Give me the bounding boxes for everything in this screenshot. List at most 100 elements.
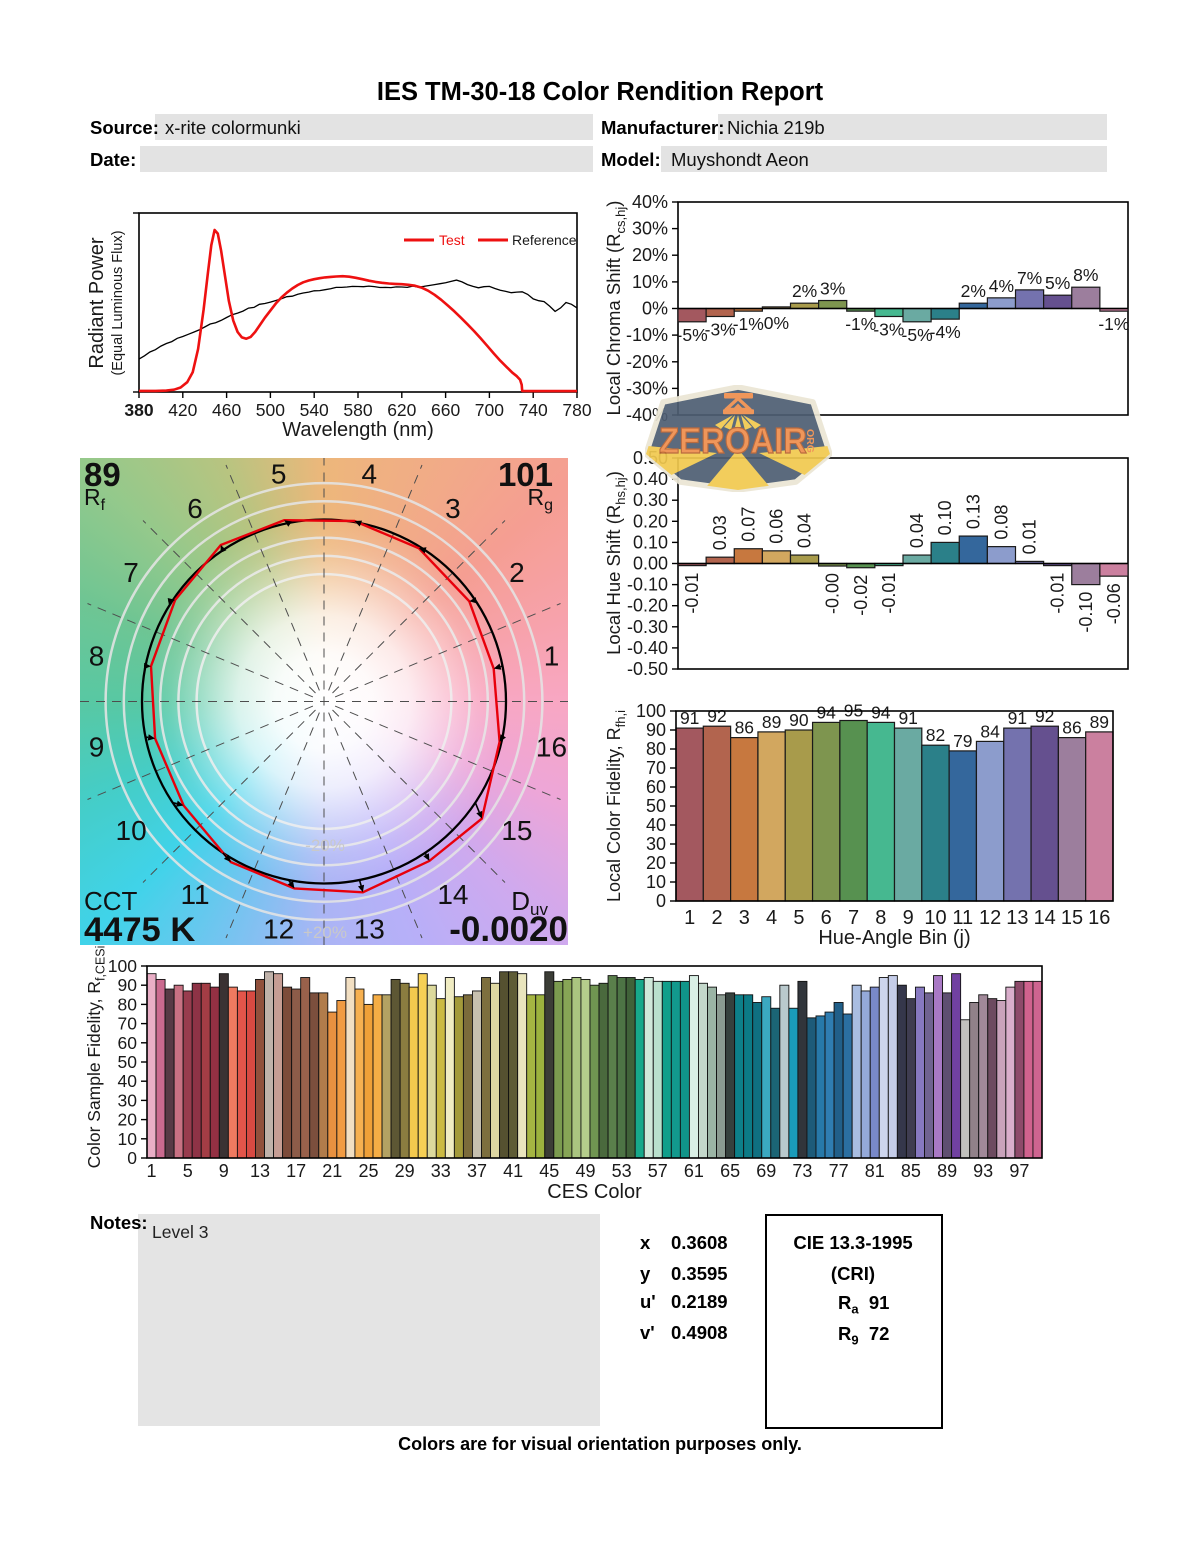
svg-text:2: 2 [711, 907, 722, 929]
svg-text:2%: 2% [792, 281, 817, 301]
svg-text:0.07: 0.07 [738, 507, 758, 542]
svg-text:Wavelength (nm): Wavelength (nm) [282, 419, 434, 441]
svg-text:40: 40 [646, 815, 666, 835]
svg-text:25: 25 [358, 1161, 378, 1181]
svg-text:16: 16 [536, 731, 567, 762]
svg-text:85: 85 [901, 1161, 921, 1181]
svg-text:-0.30: -0.30 [627, 617, 668, 637]
svg-text:7: 7 [848, 907, 859, 929]
svg-text:Test: Test [439, 232, 465, 248]
svg-text:-0.06: -0.06 [1104, 583, 1124, 624]
svg-text:80: 80 [118, 994, 138, 1014]
svg-text:2: 2 [509, 557, 525, 588]
svg-text:90: 90 [789, 710, 809, 730]
svg-text:5: 5 [183, 1161, 193, 1181]
svg-text:Reference: Reference [512, 232, 577, 248]
svg-text:0%: 0% [764, 313, 789, 333]
svg-text:69: 69 [756, 1161, 776, 1181]
svg-text:CCT: CCT [84, 886, 138, 916]
svg-text:4475 K: 4475 K [84, 911, 195, 949]
svg-text:21: 21 [322, 1161, 342, 1181]
svg-text:80: 80 [646, 739, 666, 759]
svg-text:10: 10 [646, 872, 666, 892]
svg-text:4: 4 [766, 907, 777, 929]
svg-text:37: 37 [467, 1161, 487, 1181]
svg-text:13: 13 [1006, 907, 1028, 929]
svg-text:77: 77 [829, 1161, 849, 1181]
svg-text:0.08: 0.08 [991, 505, 1011, 540]
svg-text:-0.01: -0.01 [1048, 573, 1068, 614]
svg-text:53: 53 [612, 1161, 632, 1181]
svg-text:6: 6 [187, 493, 203, 524]
svg-text:-0.10: -0.10 [1076, 592, 1096, 633]
svg-text:17: 17 [286, 1161, 306, 1181]
svg-text:5: 5 [793, 907, 804, 929]
svg-text:89: 89 [84, 456, 121, 493]
svg-text:101: 101 [498, 456, 553, 493]
svg-text:-0.10: -0.10 [627, 575, 668, 595]
svg-text:20: 20 [118, 1110, 138, 1130]
svg-text:700: 700 [475, 400, 504, 420]
svg-text:33: 33 [431, 1161, 451, 1181]
svg-text:(Equal Luminous Flux): (Equal Luminous Flux) [110, 230, 126, 375]
svg-text:-4%: -4% [930, 322, 961, 342]
svg-text:65: 65 [720, 1161, 740, 1181]
svg-text:12: 12 [263, 914, 294, 945]
svg-text:15: 15 [501, 815, 532, 846]
svg-text:0.30: 0.30 [633, 490, 668, 510]
svg-text:620: 620 [387, 400, 416, 420]
svg-text:380: 380 [124, 400, 153, 420]
svg-text:-0.00: -0.00 [823, 573, 843, 614]
svg-text:97: 97 [1009, 1161, 1029, 1181]
svg-text:540: 540 [300, 400, 329, 420]
svg-text:81: 81 [865, 1161, 885, 1181]
svg-text:9: 9 [89, 731, 105, 762]
svg-text:89: 89 [1090, 712, 1109, 732]
svg-text:0.04: 0.04 [907, 513, 927, 548]
svg-text:40: 40 [118, 1071, 138, 1091]
svg-text:10: 10 [118, 1129, 138, 1149]
svg-text:740: 740 [519, 400, 548, 420]
svg-text:0.20: 0.20 [633, 511, 668, 531]
svg-text:0%: 0% [642, 299, 668, 319]
svg-text:13: 13 [354, 914, 385, 945]
svg-text:20%: 20% [632, 245, 668, 265]
svg-text:Rf: Rf [84, 484, 106, 514]
svg-text:-3%: -3% [705, 320, 736, 340]
svg-text:-0.01: -0.01 [879, 573, 899, 614]
svg-text:-30%: -30% [626, 378, 668, 398]
svg-text:1: 1 [544, 641, 560, 672]
svg-text:60: 60 [646, 777, 666, 797]
svg-text:2%: 2% [961, 281, 986, 301]
svg-text:+20%: +20% [303, 923, 347, 942]
svg-text:-20%: -20% [305, 836, 345, 855]
svg-text:29: 29 [395, 1161, 415, 1181]
svg-text:-5%: -5% [677, 325, 708, 345]
svg-text:5%: 5% [1045, 273, 1070, 293]
svg-text:4: 4 [362, 459, 378, 490]
svg-text:580: 580 [343, 400, 372, 420]
svg-text:86: 86 [1062, 718, 1081, 738]
svg-text:0.04: 0.04 [795, 513, 815, 548]
svg-text:420: 420 [168, 400, 197, 420]
svg-text:100: 100 [108, 956, 137, 976]
svg-text:0: 0 [127, 1148, 137, 1168]
svg-text:94: 94 [871, 702, 891, 722]
svg-text:92: 92 [707, 706, 726, 726]
svg-text:3: 3 [445, 493, 461, 524]
svg-text:57: 57 [648, 1161, 668, 1181]
svg-text:-0.50: -0.50 [627, 659, 668, 679]
svg-text:14: 14 [437, 879, 468, 910]
svg-text:4%: 4% [989, 276, 1014, 296]
svg-text:84: 84 [980, 721, 1000, 741]
svg-text:13: 13 [250, 1161, 270, 1181]
svg-text:7%: 7% [1017, 268, 1042, 288]
svg-text:3: 3 [739, 907, 750, 929]
svg-text:49: 49 [575, 1161, 595, 1181]
svg-text:1: 1 [684, 907, 695, 929]
svg-text:94: 94 [816, 702, 836, 722]
svg-text:92: 92 [1035, 706, 1054, 726]
svg-text:-0.40: -0.40 [627, 638, 668, 658]
svg-text:0.13: 0.13 [963, 494, 983, 529]
svg-text:Radiant Power: Radiant Power [86, 237, 108, 369]
